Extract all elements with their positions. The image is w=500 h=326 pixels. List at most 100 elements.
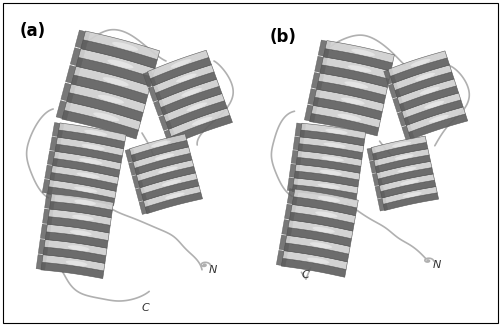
Polygon shape	[384, 69, 396, 84]
Polygon shape	[52, 158, 120, 177]
Ellipse shape	[341, 97, 364, 105]
Polygon shape	[142, 179, 199, 201]
Polygon shape	[50, 137, 62, 152]
Polygon shape	[72, 75, 148, 104]
Polygon shape	[370, 160, 380, 173]
Ellipse shape	[70, 230, 92, 236]
Polygon shape	[325, 40, 394, 63]
Polygon shape	[42, 179, 54, 194]
Polygon shape	[145, 192, 203, 214]
Polygon shape	[388, 51, 447, 76]
Polygon shape	[168, 108, 230, 137]
Polygon shape	[294, 171, 359, 187]
Ellipse shape	[324, 143, 346, 148]
Polygon shape	[55, 144, 122, 163]
Polygon shape	[290, 212, 354, 231]
Polygon shape	[136, 187, 146, 201]
Polygon shape	[81, 40, 158, 68]
Polygon shape	[287, 189, 298, 205]
Polygon shape	[320, 65, 389, 87]
Ellipse shape	[98, 95, 124, 104]
Ellipse shape	[344, 82, 368, 88]
Polygon shape	[374, 149, 429, 167]
Ellipse shape	[171, 59, 192, 68]
Polygon shape	[75, 30, 90, 49]
Polygon shape	[48, 209, 112, 225]
Ellipse shape	[318, 184, 340, 189]
Ellipse shape	[66, 260, 88, 266]
Polygon shape	[284, 243, 349, 262]
Ellipse shape	[158, 167, 178, 173]
Polygon shape	[295, 123, 306, 137]
Polygon shape	[58, 130, 125, 149]
Polygon shape	[288, 178, 298, 192]
Polygon shape	[372, 172, 382, 186]
Polygon shape	[159, 114, 172, 130]
Ellipse shape	[182, 88, 202, 96]
Polygon shape	[378, 198, 388, 211]
Ellipse shape	[352, 49, 375, 56]
Polygon shape	[52, 123, 64, 137]
Polygon shape	[313, 97, 382, 120]
Polygon shape	[376, 161, 432, 179]
Polygon shape	[284, 204, 296, 220]
Polygon shape	[282, 251, 348, 270]
Polygon shape	[282, 219, 293, 235]
Polygon shape	[38, 239, 49, 255]
Ellipse shape	[84, 130, 108, 136]
Polygon shape	[62, 110, 138, 139]
Ellipse shape	[310, 242, 332, 248]
Polygon shape	[41, 262, 104, 279]
Polygon shape	[61, 83, 76, 102]
Polygon shape	[166, 101, 227, 129]
Ellipse shape	[398, 167, 416, 172]
Polygon shape	[390, 58, 450, 83]
Ellipse shape	[102, 77, 128, 86]
Ellipse shape	[322, 156, 344, 161]
Polygon shape	[50, 194, 114, 210]
Polygon shape	[136, 160, 194, 181]
Ellipse shape	[403, 192, 421, 198]
Polygon shape	[144, 186, 201, 207]
Ellipse shape	[400, 180, 419, 185]
Ellipse shape	[415, 73, 435, 81]
Text: (a): (a)	[20, 22, 46, 40]
Polygon shape	[45, 232, 108, 248]
Polygon shape	[51, 166, 118, 184]
Polygon shape	[140, 173, 198, 194]
Ellipse shape	[72, 215, 94, 220]
Polygon shape	[143, 71, 156, 87]
Polygon shape	[148, 85, 162, 102]
Polygon shape	[66, 93, 143, 121]
Ellipse shape	[348, 65, 372, 72]
Polygon shape	[300, 130, 364, 146]
Polygon shape	[397, 79, 456, 104]
Polygon shape	[64, 101, 141, 130]
Polygon shape	[294, 189, 358, 208]
Ellipse shape	[395, 154, 413, 160]
Polygon shape	[42, 255, 105, 271]
Polygon shape	[56, 100, 71, 120]
Ellipse shape	[93, 112, 119, 121]
Polygon shape	[74, 66, 150, 95]
Polygon shape	[48, 151, 59, 166]
Polygon shape	[318, 40, 331, 57]
Polygon shape	[154, 100, 166, 116]
Polygon shape	[40, 224, 51, 239]
Ellipse shape	[424, 101, 444, 109]
Polygon shape	[297, 151, 362, 166]
Polygon shape	[289, 164, 300, 178]
Polygon shape	[282, 259, 346, 277]
Polygon shape	[314, 56, 328, 73]
Ellipse shape	[154, 154, 174, 160]
Polygon shape	[291, 204, 356, 223]
Polygon shape	[130, 134, 187, 155]
Polygon shape	[156, 72, 216, 100]
Ellipse shape	[392, 142, 411, 147]
Polygon shape	[402, 93, 461, 118]
Polygon shape	[392, 65, 452, 90]
Ellipse shape	[338, 114, 361, 121]
Polygon shape	[48, 187, 115, 205]
Polygon shape	[128, 161, 140, 175]
Polygon shape	[134, 153, 192, 175]
